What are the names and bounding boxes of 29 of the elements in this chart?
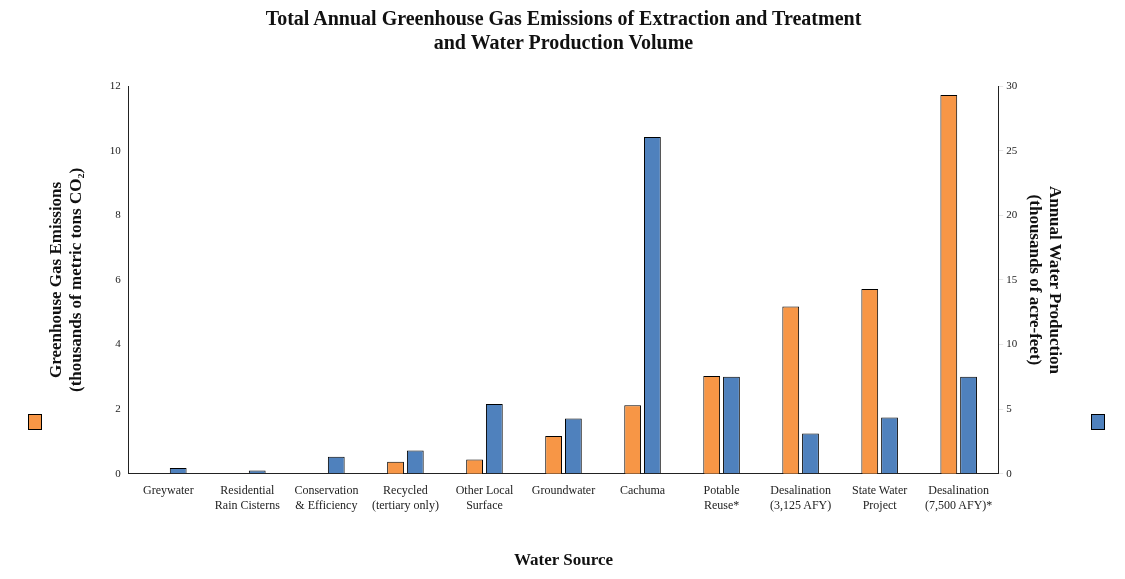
x-tick-label: State Water Project xyxy=(852,483,908,512)
y2-tick-label: 5 xyxy=(1006,402,1013,415)
y-tick-label: 10 xyxy=(109,143,122,156)
y-tick-label: 0 xyxy=(115,466,122,479)
y2-tick-label: 15 xyxy=(1006,272,1018,285)
y2-tick-label: 0 xyxy=(1006,466,1013,479)
x-tick-label: Potable Reuse* xyxy=(703,483,740,512)
y-tick-label: 12 xyxy=(109,78,121,91)
y-tick-label: 2 xyxy=(115,402,121,415)
y-tick-label: 4 xyxy=(115,337,122,350)
x-tick-label: Cachuma xyxy=(619,483,666,498)
x-tick-label: Desalination (7,500 AFY)* xyxy=(925,483,993,512)
x-tick-label: Recycled (tertiary only) xyxy=(371,483,439,512)
x-tick-label: Residential Rain Cisterns xyxy=(214,483,281,512)
y-axis-title: Greenhouse Gas Emissions (thousands of metric tons CO₂) xyxy=(45,167,85,393)
x-tick-label: Groundwater xyxy=(531,483,596,498)
y-tick-label: 6 xyxy=(115,272,122,285)
x-tick-label: Greywater xyxy=(143,483,194,498)
chart-title: Total Annual Greenhouse Gas Emissions of Extraction and Treatment and Water Production Volume xyxy=(265,7,862,54)
y2-tick-label: 10 xyxy=(1006,337,1018,350)
x-tick-label: Desalination (3,125 AFY) xyxy=(769,483,832,512)
y2-tick-label: 20 xyxy=(1006,208,1018,221)
x-tick-label: Conservation & Efficiency xyxy=(294,483,359,512)
y2-tick-label: 30 xyxy=(1006,78,1018,91)
x-axis-title: Water Source xyxy=(514,550,614,570)
x-tick-label: Other Local Surface xyxy=(455,483,514,512)
y2-tick-label: 25 xyxy=(1006,143,1018,156)
y-tick-label: 8 xyxy=(115,208,122,221)
y2-axis-title: Annual Water Production (thousands of acre-feet) xyxy=(1026,185,1066,375)
